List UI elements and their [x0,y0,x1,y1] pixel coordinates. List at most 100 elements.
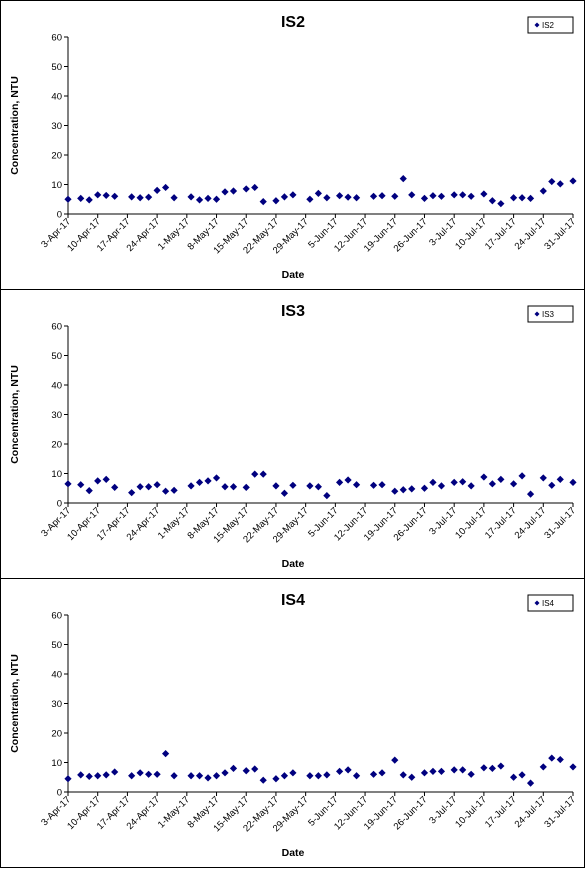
data-point [229,187,238,195]
data-point [352,772,361,780]
x-tick-label: 24-Jul-17 [513,794,549,830]
data-point [153,770,161,778]
data-point [204,477,212,485]
data-point [85,196,93,204]
data-point [170,772,178,780]
data-point [429,478,437,486]
data-point [85,772,93,780]
data-point [102,475,110,483]
data-point [111,192,119,200]
data-point [251,765,259,773]
y-tick-label: 20 [51,151,62,162]
data-point [145,193,153,201]
data-point [408,191,416,199]
data-point [391,756,399,764]
y-axis-label: Concentration, NTU [9,76,21,175]
x-tick-label: 31-Jul-17 [542,794,578,830]
legend-box [527,594,574,612]
y-tick-label: 10 [51,758,62,769]
data-point [459,478,467,486]
data-point [195,196,204,204]
chart-is4: IS401020304050603-Apr-1710-Apr-1717-Apr-… [9,592,578,859]
data-point [204,194,212,202]
data-point [437,482,446,490]
data-point [259,198,267,206]
data-point [497,762,505,770]
data-point [526,779,535,787]
data-point [94,477,102,485]
data-point [352,481,361,489]
data-point [378,481,386,489]
data-point [94,772,102,780]
data-point [488,764,496,772]
x-tick-label: 17-Jul-17 [483,794,519,830]
x-tick-label: 10-Jul-17 [453,505,489,541]
x-axis-label: Date [282,558,305,570]
data-point [229,764,238,772]
data-point [518,771,526,779]
data-point [548,754,556,762]
data-point [497,200,505,208]
y-tick-label: 20 [51,440,62,451]
data-point [221,188,229,196]
y-tick-label: 40 [51,92,62,103]
data-point [450,766,458,774]
data-point [289,769,297,777]
data-point [429,192,437,200]
data-point [556,180,564,188]
data-point [459,766,467,774]
data-point [509,773,518,781]
data-point [162,183,170,192]
data-point [335,767,344,775]
data-point [77,194,85,202]
y-tick-label: 40 [51,381,62,392]
data-point [187,772,195,780]
data-point [187,482,195,490]
data-point [64,195,72,203]
data-point [391,487,399,495]
data-point [556,475,564,483]
data-point [399,175,407,183]
y-tick-label: 10 [51,469,62,480]
chart-panel-is4: IS4 0 10 20 30 40 50 60 3-Apr-17 10-Apr-17 17-Apr-… [0,578,585,868]
data-point [289,481,297,489]
x-axis-label: Date [282,269,305,281]
data-point [323,771,331,779]
y-tick-label: 50 [51,351,62,362]
data-point [314,483,322,491]
data-point [170,486,178,494]
data-point [111,483,119,491]
data-point [259,470,267,478]
chart-panel-is3: IS3 0 10 20 30 40 50 60 3-Apr-17 10-Apr-17 17-Apr-… [0,289,585,579]
data-point [128,193,136,201]
y-tick-label: 60 [51,611,62,622]
data-point [153,481,161,489]
data-point [102,191,110,200]
data-point [344,193,352,201]
data-point [195,772,204,780]
data-point [352,194,361,202]
data-point [162,750,170,758]
y-tick-label: 30 [51,121,62,132]
x-tick-label: 10-Jul-17 [453,794,489,830]
data-point [369,481,378,489]
data-point [85,487,93,495]
data-point [128,489,136,497]
data-point [306,772,314,780]
data-point [450,478,458,486]
data-point [212,772,221,780]
data-point [518,194,526,202]
data-point [480,190,488,198]
data-point [378,192,386,200]
data-point [102,771,110,779]
x-tick-label: 17-Jul-17 [483,505,519,541]
data-point [170,194,178,202]
data-point [272,775,280,783]
data-point [480,473,488,481]
data-point [399,771,407,779]
data-point [437,767,446,775]
legend-box [527,305,574,323]
data-point [289,191,297,199]
data-point [111,768,119,776]
y-tick-label: 50 [51,640,62,651]
